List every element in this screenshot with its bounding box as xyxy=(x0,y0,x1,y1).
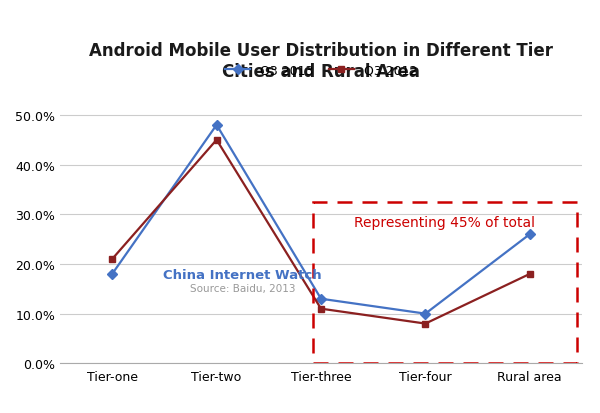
Text: China Internet Watch: China Internet Watch xyxy=(163,269,322,282)
Q3 2013 xyxy=(526,232,533,237)
Q3 2013 xyxy=(317,297,325,301)
Line: Q3 2013: Q3 2013 xyxy=(109,122,533,317)
Q3 2012 xyxy=(422,321,429,326)
Text: Source: Baidu, 2013: Source: Baidu, 2013 xyxy=(190,283,295,293)
Q3 2013 xyxy=(422,311,429,316)
Q3 2012 xyxy=(109,257,116,262)
Legend: Q3 2013, Q3 2012: Q3 2013, Q3 2012 xyxy=(220,59,422,82)
Line: Q3 2012: Q3 2012 xyxy=(109,137,533,327)
Bar xyxy=(313,202,577,363)
Q3 2012 xyxy=(526,272,533,277)
Q3 2013 xyxy=(213,123,220,128)
Q3 2012 xyxy=(317,306,325,311)
Text: Representing 45% of total: Representing 45% of total xyxy=(353,215,535,229)
Q3 2013 xyxy=(109,272,116,277)
Q3 2012 xyxy=(213,138,220,143)
Title: Android Mobile User Distribution in Different Tier
Cities and Rural Area: Android Mobile User Distribution in Diff… xyxy=(89,42,553,81)
